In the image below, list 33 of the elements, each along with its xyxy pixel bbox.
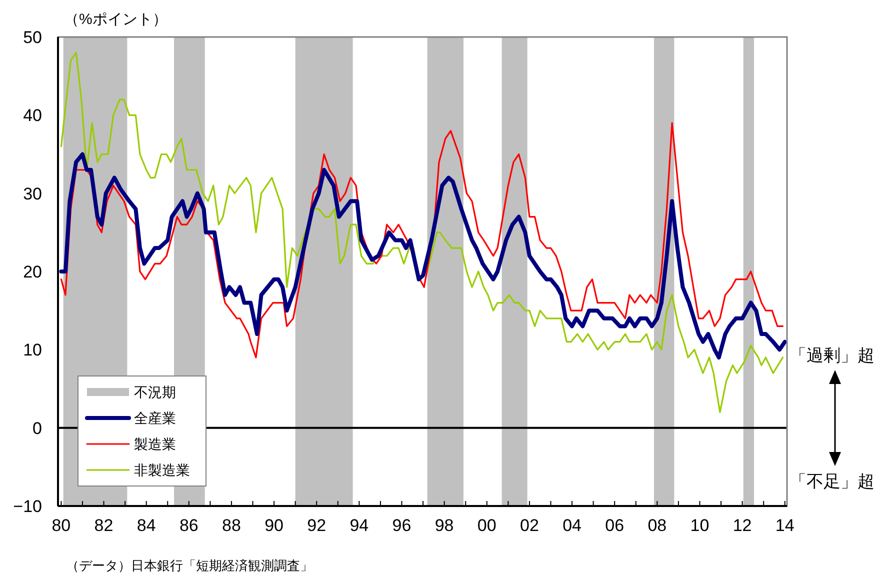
x-tick-label: 06 [605, 516, 624, 535]
x-tick-label: 86 [179, 516, 198, 535]
x-tick-label: 00 [477, 516, 496, 535]
annotation: 「過剰」超 [790, 346, 874, 365]
x-tick-label: 02 [520, 516, 539, 535]
x-tick-label: 80 [52, 516, 71, 535]
legend-label: 非製造業 [134, 462, 190, 478]
y-tick-label: 30 [23, 184, 42, 204]
band-label: 不況期 [134, 384, 176, 400]
y-tick-label: −10 [13, 497, 42, 516]
annotation: 「不足」超 [790, 472, 874, 491]
x-tick-label: 94 [350, 516, 369, 535]
x-tick-label: 04 [562, 516, 582, 535]
y-axis-title: （%ポイント） [64, 11, 168, 28]
y-tick-label: 40 [23, 106, 42, 126]
annotation: （データ）日本銀行「短期経済観測調査」 [66, 558, 313, 573]
x-tick-label: 08 [648, 516, 667, 535]
x-tick-label: 82 [94, 516, 114, 535]
y-tick-label: 50 [23, 28, 42, 47]
x-tick-label: 14 [775, 516, 794, 535]
y-tick-label: 20 [23, 262, 42, 282]
x-tick-label: 88 [222, 516, 241, 535]
legend-label: 製造業 [134, 436, 176, 452]
x-tick-label: 98 [434, 516, 454, 535]
x-tick-label: 92 [307, 516, 326, 535]
x-tick-label: 90 [264, 516, 284, 535]
x-tick-label: 10 [690, 516, 710, 535]
y-tick-label: 10 [23, 340, 42, 360]
x-tick-label: 12 [732, 516, 752, 535]
y-tick-label: 0 [32, 418, 42, 438]
x-tick-label: 96 [392, 516, 412, 535]
x-tick-label: 84 [136, 516, 156, 535]
legend-label: 全産業 [134, 410, 176, 426]
